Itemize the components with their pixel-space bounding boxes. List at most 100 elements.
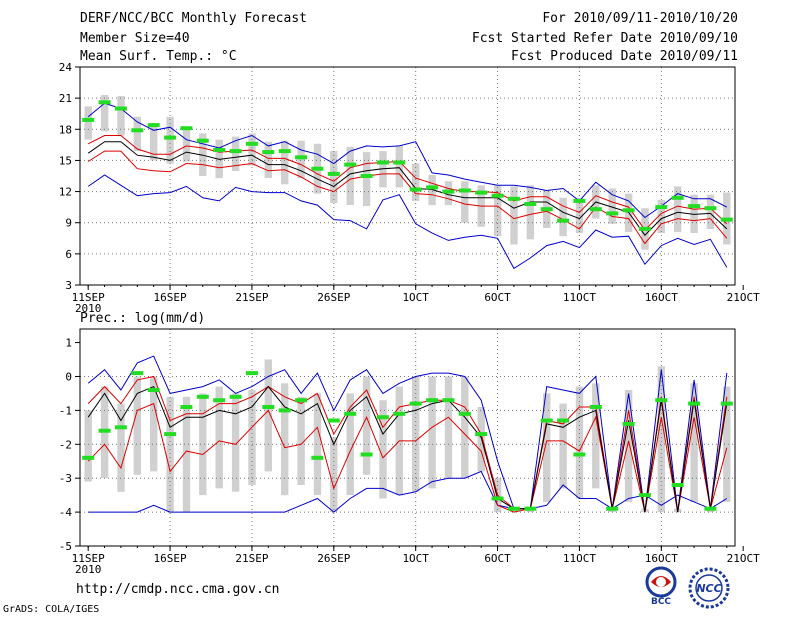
temp-obs-22	[442, 189, 455, 194]
temp-obs-25	[491, 193, 504, 198]
temp-obs-16	[344, 162, 357, 167]
prec-obs-22	[442, 398, 455, 403]
temp-min-line	[87, 174, 728, 270]
prec-mean-line	[87, 385, 728, 513]
temp-obs-18	[376, 160, 389, 165]
prec-obs-37	[688, 401, 701, 406]
prec-obs-39	[720, 401, 733, 406]
prec-minus-sd-line	[87, 402, 728, 513]
temp-frame	[79, 66, 736, 286]
temp-obs-11	[262, 150, 275, 155]
prec-ytick-label-5: 0	[65, 370, 72, 383]
temp-box-6	[182, 127, 191, 162]
temp-xtick-label-5: 6OCT	[484, 291, 511, 304]
temp-xtick-label-4: 1OCT	[402, 291, 429, 304]
temp-box-2	[117, 96, 125, 136]
temp-box-38	[706, 194, 715, 229]
temp-minus-sd-line	[87, 150, 728, 245]
temp-obs-26	[507, 196, 520, 201]
prec-year-label: 2010	[75, 563, 102, 576]
temp-obs-19	[393, 160, 406, 165]
temp-xtick-label-0: 11SEP	[72, 291, 105, 304]
temp-ytick-label-4: 15	[59, 154, 72, 167]
fcst-started-refer-date: Fcst Started Refer Date 2010/09/10	[471, 31, 738, 46]
forecast-period: For 2010/09/11-2010/10/20	[542, 11, 738, 26]
prec-box-31	[592, 383, 600, 489]
temp-obs-15	[327, 171, 340, 176]
prec-obs-3	[131, 371, 144, 376]
temp-box-15	[330, 151, 338, 203]
prec-xtick-label-2: 21SEP	[235, 552, 268, 565]
temp-box-35	[657, 199, 665, 234]
temp-box-9	[231, 136, 240, 171]
prec-obs-16	[344, 411, 357, 416]
temp-mean-line	[87, 141, 728, 236]
temp-obs-9	[229, 149, 242, 154]
prec-xtick-label-7: 16OCT	[645, 552, 678, 565]
prec-title: Prec.: log(mm/d)	[80, 311, 205, 326]
prec-obs-28	[540, 418, 553, 423]
prec-box-17	[362, 376, 371, 475]
prec-xtick-label-4: 1OCT	[402, 552, 429, 565]
temp-obs-28	[540, 207, 553, 212]
prec-frame	[79, 328, 736, 547]
prec-ytick-label-2: -3	[59, 472, 72, 485]
temp-obs-20	[409, 187, 422, 192]
temp-obs-27	[524, 202, 537, 206]
temp-obs-4	[147, 123, 160, 128]
temp-ytick-label-0: 3	[65, 279, 72, 292]
prec-obs-5	[164, 432, 177, 437]
temp-box-17	[362, 152, 371, 207]
temp-obs-23	[458, 188, 471, 193]
temp-box-21	[428, 175, 436, 206]
prec-box-8	[215, 386, 223, 489]
prec-obs-13	[295, 398, 308, 403]
temp-box-26	[510, 186, 518, 245]
temp-obs-0	[82, 117, 95, 122]
temp-obs-39	[720, 217, 733, 222]
temp-ytick-label-5: 18	[59, 123, 72, 136]
prec-obs-29	[557, 418, 570, 423]
temp-box-16	[346, 146, 354, 205]
temp-obs-8	[213, 148, 226, 152]
bcc-logo-text: BCC	[651, 597, 671, 606]
prec-obs-18	[376, 415, 389, 420]
temp-panel: 3 6 9 12 15 18 21 24 11SEP 16SEP 21SEP 26SEP 1OCT 6OC…	[59, 61, 760, 315]
prec-obs-4	[147, 388, 160, 392]
prec-ytick-label-4: -1	[59, 404, 72, 417]
variable-label-temp: Mean Surf. Temp.: °C	[80, 49, 237, 64]
temp-ytick-label-6: 21	[59, 92, 72, 105]
temp-box-1	[100, 95, 109, 132]
prec-box-13	[297, 396, 305, 485]
prec-box-30	[575, 386, 584, 499]
temp-obs-5	[164, 135, 177, 140]
prec-obs-8	[213, 398, 226, 403]
temp-box-19	[395, 145, 403, 188]
temp-ytick-label-7: 24	[59, 61, 73, 74]
temp-box-18	[379, 151, 387, 188]
prec-box-3	[133, 376, 141, 475]
prec-obs-17	[360, 452, 373, 457]
prec-box-37	[690, 383, 698, 502]
temp-box-4	[150, 125, 158, 161]
temp-box-29	[559, 197, 567, 237]
temp-max-line	[87, 102, 728, 219]
source-url[interactable]: http://cmdp.ncc.cma.gov.cn	[76, 582, 280, 597]
temp-box-11	[264, 141, 272, 178]
prec-box-16	[346, 393, 354, 496]
prec-obs-12	[278, 408, 291, 413]
prec-obs-2	[114, 425, 127, 430]
prec-obs-10	[245, 371, 258, 376]
temp-box-32	[608, 188, 616, 224]
prec-obs-11	[262, 405, 275, 409]
temp-obs-14	[311, 166, 324, 171]
prec-obs-0	[82, 455, 95, 460]
prec-obs-30	[573, 452, 586, 457]
prec-box-29	[559, 403, 567, 489]
prec-box-6	[182, 396, 191, 513]
temp-ytick-label-2: 9	[65, 217, 72, 230]
prec-box-20	[412, 376, 420, 492]
temp-ytick-label-3: 12	[59, 186, 72, 199]
prec-box-0	[84, 410, 92, 482]
temp-box-13	[297, 140, 305, 179]
